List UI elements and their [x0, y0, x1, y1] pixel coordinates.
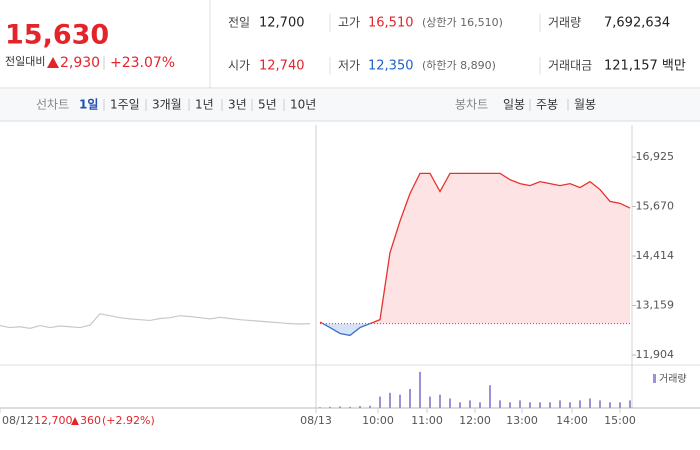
volume-bar	[539, 402, 541, 408]
summary-value: 12,700	[259, 16, 305, 31]
price: 15,630	[5, 20, 109, 51]
area	[322, 323, 370, 336]
volume-bar	[619, 402, 621, 408]
volume-bar	[349, 406, 351, 408]
legend-swatch	[653, 374, 656, 383]
tab[interactable]: 5년	[258, 98, 277, 112]
tab-group-label: 선차트	[36, 98, 69, 112]
volume-bar	[469, 400, 471, 408]
x-tick-label: 12:00	[459, 414, 491, 427]
volume-bar	[459, 402, 461, 408]
volume-bar	[519, 400, 521, 408]
tab[interactable]: 주봉	[536, 98, 558, 112]
tab[interactable]: 3년	[228, 98, 247, 112]
summary-label: 시가	[228, 59, 250, 73]
prev-rate: (+2.92%)	[102, 414, 155, 427]
line	[319, 172, 631, 324]
volume-bar	[569, 402, 571, 408]
volume-bar	[429, 396, 431, 408]
summary-value: 7,692,634	[604, 16, 670, 31]
x-tick-label: 15:00	[604, 414, 636, 427]
y-tick-label: 13,159	[636, 299, 675, 312]
volume-bar	[609, 402, 611, 408]
prev-price: 12,700	[34, 414, 73, 427]
volume-bar	[509, 402, 511, 408]
volume-bar	[419, 371, 421, 408]
y-tick-label: 15,670	[636, 199, 675, 212]
volume-bar	[409, 389, 411, 408]
tab[interactable]: 1년	[195, 98, 214, 112]
prev-change: 360	[80, 414, 101, 427]
volume-bar	[559, 400, 561, 408]
volume-bar	[589, 398, 591, 408]
y-tick-label: 14,414	[636, 249, 675, 262]
line	[0, 313, 311, 329]
volume-bar	[319, 407, 321, 408]
volume-bar	[389, 392, 391, 408]
summary-label: 전일	[228, 16, 250, 30]
x-tick-label: 13:00	[506, 414, 538, 427]
volume-bar	[339, 406, 341, 408]
volume-bar	[489, 385, 491, 408]
up-arrow	[71, 417, 79, 425]
volume-bar	[439, 394, 441, 408]
summary-value: 12,740	[259, 59, 305, 74]
volume-bar	[329, 406, 331, 408]
tab[interactable]: 일봉	[503, 98, 525, 112]
x-tick-label: 10:00	[362, 414, 394, 427]
change-rate: +23.07%	[110, 55, 175, 71]
change: 2,930	[60, 55, 100, 71]
y-tick-label: 16,925	[636, 150, 675, 163]
legend-label: 거래량	[659, 373, 687, 385]
volume-bar	[449, 398, 451, 408]
summary-label: 거래량	[548, 16, 581, 30]
summary-value: 12,350	[368, 59, 414, 74]
summary-sub: (상한가 16,510)	[422, 16, 503, 29]
volume-bar	[529, 402, 531, 408]
tab-bar	[0, 89, 700, 121]
summary-value: 16,510	[368, 16, 414, 31]
tab-group-label: 봉차트	[455, 98, 488, 112]
volume-bar	[549, 402, 551, 408]
x-tick-label: 11:00	[411, 414, 443, 427]
volume-bar	[369, 405, 371, 408]
tabs: 선차트 1일 1주일 3개월 1년 3년 5년 10년 봉차트 일봉 주봉 월봉	[36, 98, 596, 112]
summary-value: 121,157 백만	[604, 59, 686, 74]
volume-bar	[629, 400, 631, 408]
x-tick-label: 08/13	[300, 414, 332, 427]
summary-sub: (하한가 8,890)	[422, 58, 496, 72]
x-tick-label: 14:00	[556, 414, 588, 427]
volume-bar	[399, 394, 401, 408]
volume-bar	[499, 400, 501, 408]
volume-bar	[379, 396, 381, 408]
volume-bar	[599, 400, 601, 408]
up-arrow	[47, 57, 59, 68]
change-label: 전일대비	[5, 54, 45, 68]
tab[interactable]: 3개월	[152, 98, 182, 112]
tab[interactable]: 월봉	[574, 98, 596, 112]
tab[interactable]: 1일	[79, 98, 98, 112]
volume-bar	[579, 400, 581, 408]
summary-label: 고가	[338, 16, 360, 30]
summary: 전일 12,700 고가 16,510 (상한가 16,510) 거래량 7,692,634…	[228, 14, 686, 75]
volume-bar	[359, 406, 361, 408]
summary-label: 저가	[338, 59, 360, 73]
chart: 16,925 15,670 14,414 13,159 11,904 08/12 08/13…	[0, 125, 700, 427]
area	[320, 173, 630, 324]
tab[interactable]: 1주일	[110, 98, 140, 112]
volume-bar	[479, 402, 481, 408]
x-tick-label: 08/12	[2, 414, 34, 427]
tab[interactable]: 10년	[290, 98, 316, 112]
y-tick-label: 11,904	[636, 348, 675, 361]
summary-label: 거래대금	[548, 59, 592, 73]
